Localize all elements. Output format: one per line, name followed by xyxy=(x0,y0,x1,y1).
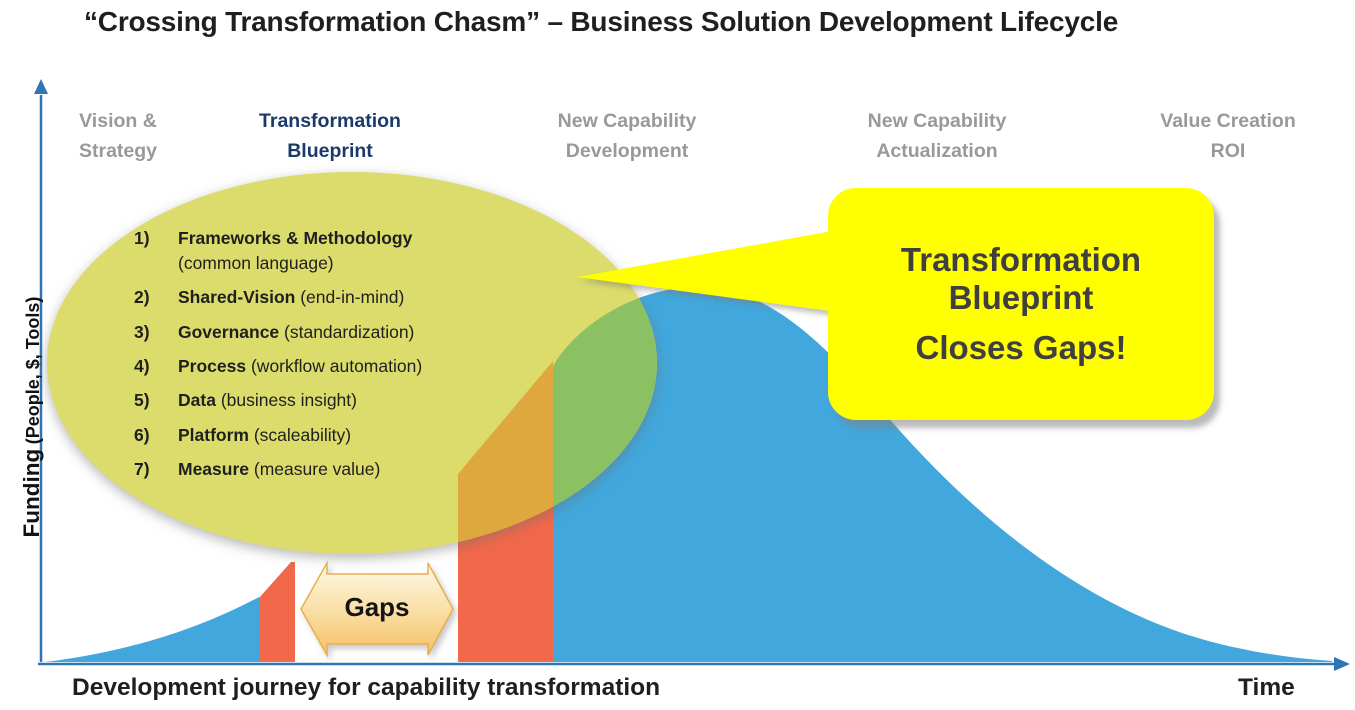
item-detail: (workflow automation) xyxy=(250,355,423,376)
time-label: Time xyxy=(1238,674,1295,701)
item-number: 6) xyxy=(134,424,150,445)
phase-new-capability-actualization: New Capability Actualization xyxy=(868,106,1007,166)
item-term: Measure xyxy=(178,458,250,479)
callout-tail xyxy=(577,229,844,313)
callout-bubble: Transformation Blueprint Closes Gaps! xyxy=(828,188,1214,420)
item-detail: (business insight) xyxy=(220,390,357,411)
x-axis-label: Development journey for capability trans… xyxy=(72,674,661,701)
phase-line: Actualization xyxy=(876,140,998,163)
item-detail: (common language) xyxy=(178,252,334,273)
list-item: 7) Measure (measure value) xyxy=(134,457,490,482)
y-axis-arrow-icon xyxy=(34,79,48,94)
phase-line: Blueprint xyxy=(287,140,373,163)
list-item: 6) Platform (scaleability) xyxy=(134,423,490,448)
list-item: 1) Frameworks & Methodology (common lang… xyxy=(134,226,490,276)
phase-line: Value Creation xyxy=(1160,110,1296,132)
y-axis-label-detail: (People, $, Tools) xyxy=(23,296,43,445)
phase-line: Development xyxy=(565,140,689,163)
phase-line: Strategy xyxy=(78,140,158,163)
item-detail: (end-in-mind) xyxy=(300,287,405,308)
blueprint-item-list: 1) Frameworks & Methodology (common lang… xyxy=(134,226,490,491)
callout-line: Blueprint xyxy=(948,279,1094,317)
page-title: “Crossing Transformation Chasm” – Busine… xyxy=(84,6,1119,37)
item-number: 5) xyxy=(134,390,150,411)
item-term: Process xyxy=(178,355,247,376)
item-number: 2) xyxy=(134,287,150,308)
item-term: Frameworks & Methodology xyxy=(178,228,413,248)
phase-value-creation-roi: Value Creation ROI xyxy=(1160,106,1295,166)
list-item: 4) Process (workflow automation) xyxy=(134,354,490,379)
funding-curve-main xyxy=(553,287,1332,662)
list-item: 5) Data (business insight) xyxy=(134,388,490,413)
item-detail: (measure value) xyxy=(253,458,381,479)
y-axis-label-main: Funding xyxy=(19,448,44,538)
y-axis-label: Funding (People, $, Tools) xyxy=(19,217,45,617)
phase-line: ROI xyxy=(1210,140,1246,163)
ellipse-gap-overlap xyxy=(458,361,553,554)
list-item: 2) Shared-Vision (end-in-mind) xyxy=(134,285,490,310)
callout-line: Closes Gaps! xyxy=(915,328,1127,366)
item-number: 1) xyxy=(134,228,150,248)
callout-line: Transformation xyxy=(900,241,1142,279)
phase-line: New Capability xyxy=(557,110,697,132)
gaps-label: Gaps xyxy=(344,592,410,622)
item-term: Shared-Vision xyxy=(178,287,296,308)
phase-line: New Capability xyxy=(867,110,1007,132)
phase-line: Transformation xyxy=(259,110,401,132)
item-term: Platform xyxy=(178,424,249,445)
phase-new-capability-development: New Capability Development xyxy=(558,106,697,166)
phase-line: Vision & xyxy=(79,110,157,132)
item-detail: (scaleability) xyxy=(253,424,352,445)
list-item: 3) Governance (standardization) xyxy=(134,320,490,345)
gaps-arrow-icon xyxy=(300,560,454,658)
item-number: 7) xyxy=(134,458,150,479)
gap-bar-1 xyxy=(259,562,295,662)
x-axis-arrow-icon xyxy=(1334,657,1350,671)
item-term: Governance xyxy=(178,321,280,342)
funding-curve-initial xyxy=(45,597,259,662)
phase-vision-strategy: Vision & Strategy xyxy=(79,106,157,166)
item-term: Data xyxy=(178,390,216,411)
item-number: 4) xyxy=(134,355,150,376)
item-detail: (standardization) xyxy=(284,321,415,342)
item-number: 3) xyxy=(134,321,150,342)
phase-transformation-blueprint: Transformation Blueprint xyxy=(259,106,401,166)
